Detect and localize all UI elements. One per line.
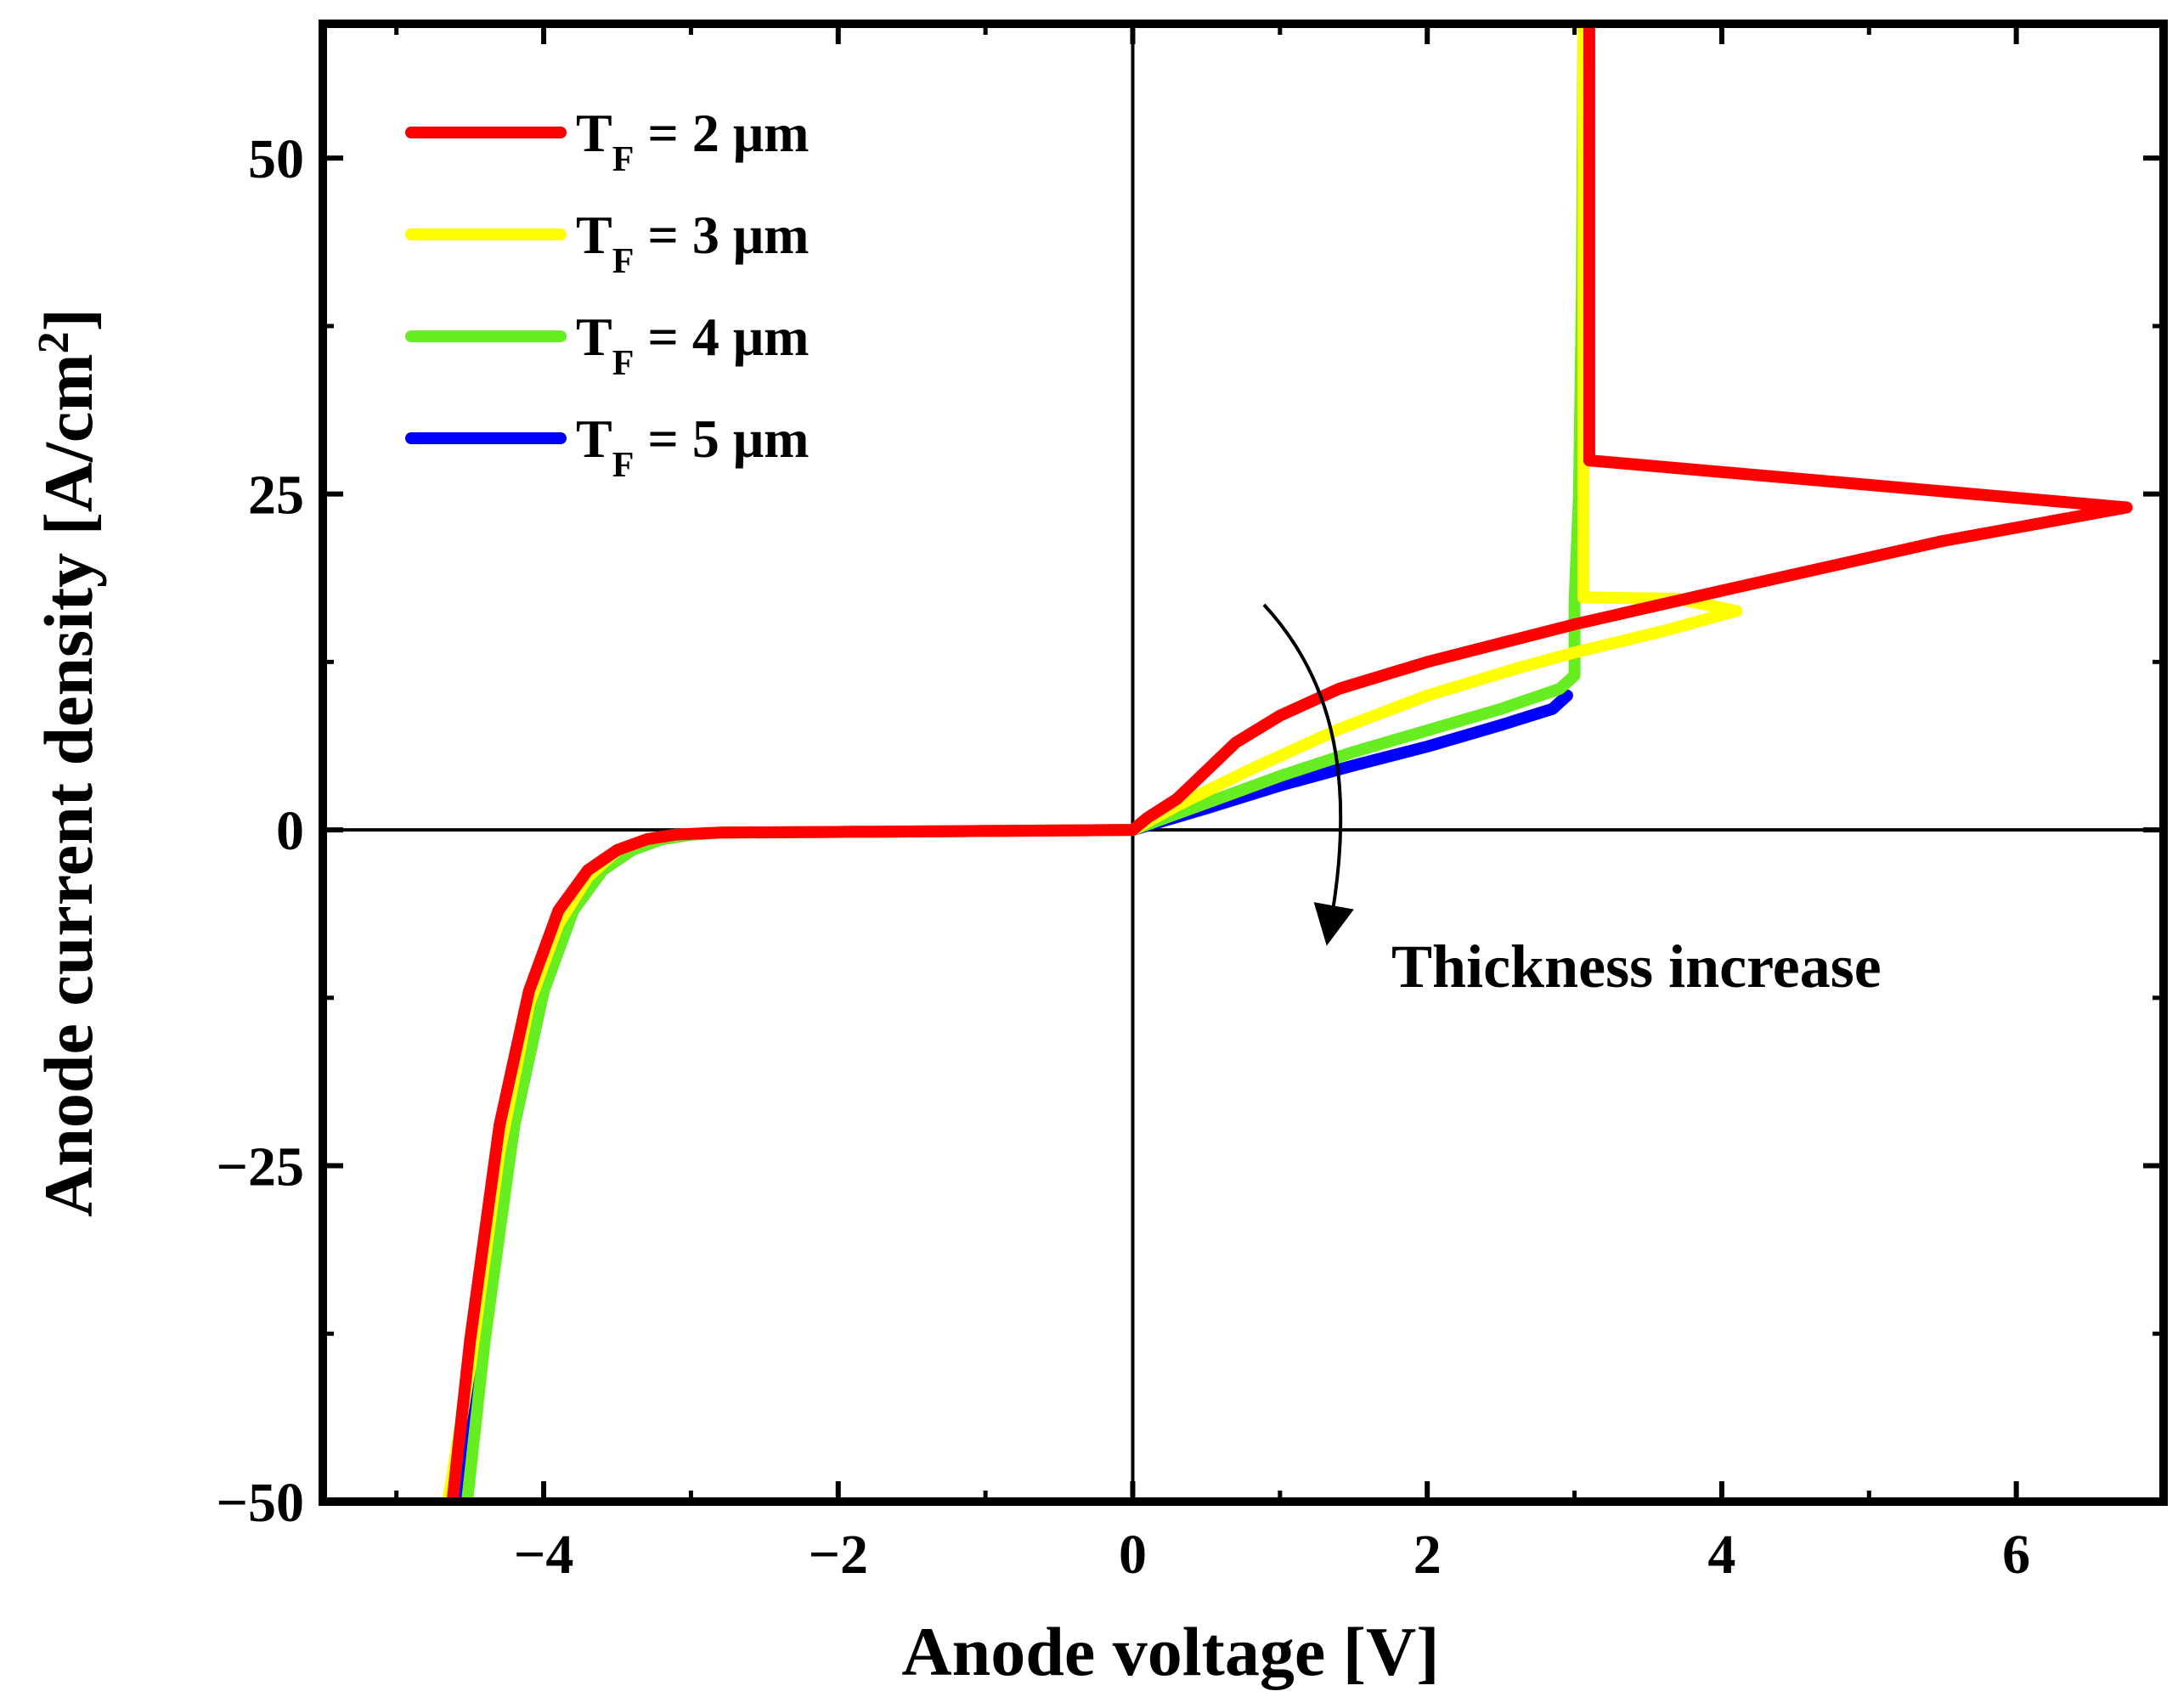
y-tick-label: 50 <box>248 128 304 190</box>
legend-label: TF = 3 μm <box>576 205 809 281</box>
y-tick-label: −50 <box>216 1472 304 1534</box>
y-tick-label: 25 <box>248 465 304 527</box>
legend-label: TF = 5 μm <box>576 409 809 485</box>
x-axis-title: Anode voltage [V] <box>901 1613 1439 1690</box>
y-axis-title: Anode current density [A/cm2] <box>30 308 108 1217</box>
x-tick-label: −4 <box>514 1524 574 1586</box>
y-axis-title-main: Anode current density [A/cm <box>30 353 107 1217</box>
legend-label: TF = 2 μm <box>576 103 809 179</box>
legend-label-main: T <box>576 409 612 469</box>
legend-label-sub: F <box>612 242 635 281</box>
legend-label-rest: = 2 μm <box>634 103 809 163</box>
y-axis: −50 −25 0 25 50 <box>216 128 2164 1534</box>
y-tick-label: 0 <box>276 800 304 862</box>
annotation-thickness-increase: Thickness increase <box>1391 933 1882 1001</box>
plot-frame <box>319 20 2168 1506</box>
y-axis-title-close: ] <box>30 308 107 331</box>
legend-label-sub: F <box>612 140 635 179</box>
series-line <box>456 689 1573 1502</box>
x-tick-label: 4 <box>1707 1524 1735 1586</box>
x-tick-label: −2 <box>808 1524 868 1586</box>
series-group <box>442 24 2133 1502</box>
x-axis: −4 −2 0 2 4 6 <box>394 24 2166 1586</box>
legend-label-sub: F <box>612 446 635 485</box>
legend-label-main: T <box>576 205 612 265</box>
series-line <box>446 24 2133 1502</box>
legend-label-main: T <box>576 307 612 367</box>
thickness-arrow <box>1262 603 1354 946</box>
y-axis-title-sup: 2 <box>30 331 78 353</box>
legend-label-rest: = 5 μm <box>634 409 809 469</box>
y-tick-label: −25 <box>216 1136 304 1198</box>
legend-label: TF = 4 μm <box>576 307 809 383</box>
legend-label-sub: F <box>612 344 635 383</box>
legend-label-main: T <box>576 103 612 163</box>
x-tick-label: 0 <box>1119 1524 1147 1586</box>
legend-label-rest: = 3 μm <box>634 205 809 265</box>
zero-lines <box>323 24 2164 1502</box>
legend-label-rest: = 4 μm <box>634 307 809 367</box>
x-tick-label: 6 <box>2002 1524 2030 1586</box>
x-tick-label: 2 <box>1413 1524 1442 1586</box>
